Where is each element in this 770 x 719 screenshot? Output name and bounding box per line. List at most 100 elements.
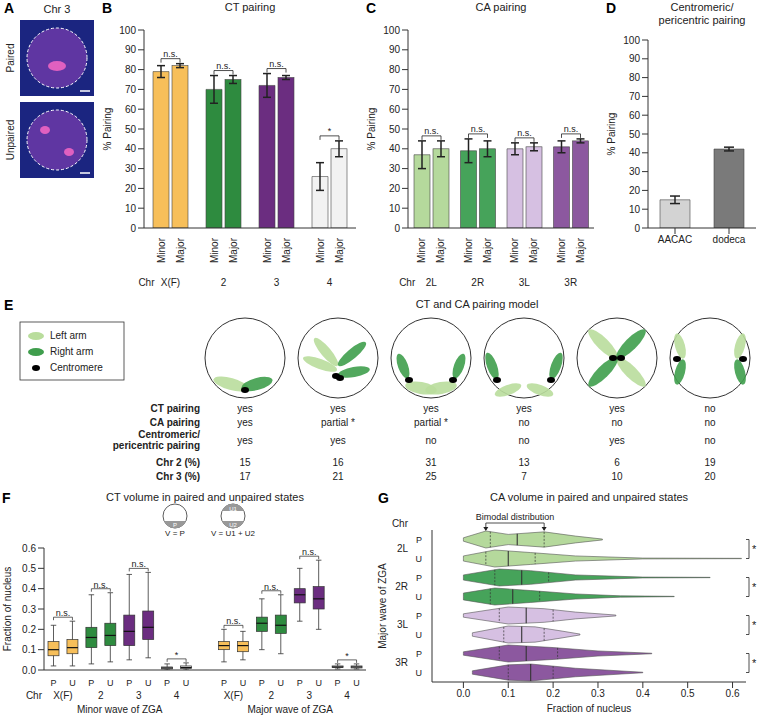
svg-text:4: 4 (174, 690, 180, 701)
svg-text:U: U (416, 554, 423, 564)
svg-text:n.s.: n.s. (226, 616, 241, 626)
svg-text:30: 30 (125, 163, 137, 174)
svg-text:2: 2 (269, 690, 275, 701)
svg-text:n.s.: n.s. (471, 124, 486, 134)
svg-text:80: 80 (389, 64, 401, 75)
svg-text:70: 70 (125, 84, 137, 95)
svg-text:Major: Major (575, 237, 586, 263)
svg-text:no: no (704, 417, 716, 428)
svg-text:Minor wave of ZGA: Minor wave of ZGA (77, 704, 163, 715)
svg-text:0.2: 0.2 (546, 688, 560, 699)
svg-text:4: 4 (327, 277, 333, 288)
svg-text:U: U (416, 592, 423, 602)
svg-text:P: P (297, 678, 303, 688)
svg-text:0.4: 0.4 (22, 583, 36, 594)
svg-text:*: * (752, 657, 757, 669)
svg-text:6: 6 (614, 457, 620, 468)
svg-text:20: 20 (389, 183, 401, 194)
svg-text:P: P (126, 678, 132, 688)
svg-text:yes: yes (237, 403, 253, 414)
svg-text:3: 3 (306, 690, 312, 701)
svg-text:Left arm: Left arm (50, 330, 87, 341)
svg-text:0.2: 0.2 (22, 624, 36, 635)
svg-text:yes: yes (423, 403, 439, 414)
svg-text:Chr: Chr (392, 518, 409, 529)
svg-text:Minor: Minor (556, 237, 567, 263)
svg-text:U1: U1 (229, 506, 237, 512)
svg-text:16: 16 (332, 457, 344, 468)
svg-text:Bimodal distribution: Bimodal distribution (476, 512, 555, 522)
svg-text:CT and CA pairing model: CT and CA pairing model (416, 298, 539, 310)
svg-text:U: U (107, 678, 114, 688)
svg-text:0.3: 0.3 (22, 604, 36, 615)
svg-text:U: U (416, 630, 423, 640)
svg-text:U: U (69, 678, 76, 688)
svg-text:*: * (175, 650, 179, 660)
svg-text:Chr 3: Chr 3 (44, 3, 71, 15)
svg-text:P: P (416, 649, 422, 659)
svg-text:30: 30 (629, 166, 641, 177)
svg-text:Major: Major (334, 237, 345, 263)
svg-text:20: 20 (704, 471, 716, 482)
svg-text:19: 19 (704, 457, 716, 468)
svg-text:P: P (173, 522, 177, 528)
svg-text:2R: 2R (471, 277, 484, 288)
svg-text:U: U (183, 678, 190, 688)
svg-text:Right arm: Right arm (50, 346, 93, 357)
svg-text:0: 0 (130, 223, 136, 234)
svg-text:17: 17 (239, 471, 251, 482)
svg-text:Minor: Minor (416, 237, 427, 263)
svg-text:Minor: Minor (509, 237, 520, 263)
svg-text:10: 10 (629, 204, 641, 215)
svg-text:no: no (704, 403, 716, 414)
svg-text:n.s.: n.s. (56, 608, 71, 618)
svg-text:60: 60 (389, 104, 401, 115)
svg-text:3: 3 (274, 277, 280, 288)
svg-text:n.s.: n.s. (264, 582, 279, 592)
svg-text:3R: 3R (564, 277, 577, 288)
svg-text:80: 80 (125, 64, 137, 75)
svg-text:80: 80 (629, 72, 641, 83)
svg-text:3L: 3L (397, 619, 409, 630)
svg-text:0.1: 0.1 (501, 688, 515, 699)
svg-text:Centromere: Centromere (50, 362, 103, 373)
svg-text:U: U (353, 678, 360, 688)
svg-text:90: 90 (389, 44, 401, 55)
svg-text:Minor: Minor (262, 237, 273, 263)
svg-text:2: 2 (221, 277, 227, 288)
svg-text:0.0: 0.0 (456, 688, 470, 699)
svg-text:Minor: Minor (156, 237, 167, 263)
svg-text:Major: Major (228, 237, 239, 263)
svg-text:P: P (416, 611, 422, 621)
svg-text:P: P (164, 678, 170, 688)
svg-text:Chr: Chr (138, 277, 155, 288)
svg-text:7: 7 (521, 471, 527, 482)
svg-text:40: 40 (629, 147, 641, 158)
svg-text:25: 25 (425, 471, 437, 482)
svg-text:20: 20 (629, 185, 641, 196)
svg-text:90: 90 (629, 53, 641, 64)
svg-text:U: U (145, 678, 152, 688)
svg-text:yes: yes (237, 417, 253, 428)
svg-text:U: U (416, 668, 423, 678)
svg-text:Minor: Minor (463, 237, 474, 263)
svg-text:Minor: Minor (209, 237, 220, 263)
svg-text:Chr 3 (%): Chr 3 (%) (156, 471, 200, 482)
svg-text:Chr: Chr (399, 277, 416, 288)
svg-text:Unpaired: Unpaired (5, 120, 16, 161)
svg-text:90: 90 (125, 44, 137, 55)
svg-text:n.s.: n.s. (131, 559, 146, 569)
svg-text:20: 20 (125, 183, 137, 194)
svg-text:0.5: 0.5 (681, 688, 695, 699)
svg-text:100: 100 (119, 25, 136, 36)
svg-text:Major: Major (435, 237, 446, 263)
svg-text:n.s.: n.s. (517, 128, 532, 138)
svg-text:Major: Major (281, 237, 292, 263)
svg-text:yes: yes (516, 403, 532, 414)
svg-text:*: * (345, 651, 349, 661)
svg-text:Chr: Chr (26, 690, 43, 701)
svg-text:2L: 2L (397, 543, 409, 554)
svg-text:3L: 3L (519, 277, 531, 288)
svg-text:70: 70 (629, 91, 641, 102)
svg-text:40: 40 (125, 143, 137, 154)
